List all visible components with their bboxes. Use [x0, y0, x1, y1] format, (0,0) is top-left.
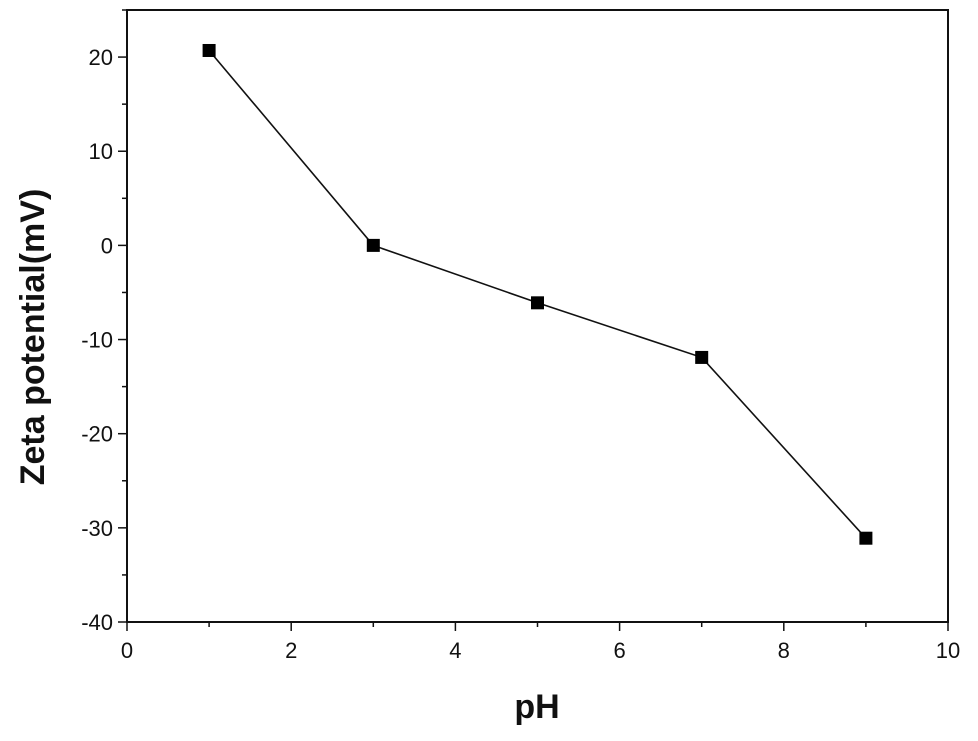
- data-point-marker: [202, 43, 216, 57]
- series-layer: [202, 43, 873, 545]
- y-tick-label: -20: [81, 422, 113, 447]
- axis-ticks: [118, 9, 949, 631]
- y-tick-label: -30: [81, 516, 113, 541]
- x-tick-label: 8: [778, 638, 790, 663]
- y-axis-title: Zeta potential(mV): [14, 189, 52, 486]
- data-point-marker: [366, 238, 380, 252]
- data-point-marker: [531, 296, 544, 310]
- y-tick-label: 10: [89, 139, 113, 164]
- y-tick-label: 0: [101, 233, 113, 258]
- x-axis-title: pH: [514, 688, 559, 726]
- plot-frame: [126, 9, 949, 623]
- x-tick-label: 0: [121, 638, 133, 663]
- x-tick-label: 4: [449, 638, 461, 663]
- x-tick-label: 2: [285, 638, 297, 663]
- series-line: [208, 49, 867, 539]
- x-tick-label: 6: [613, 638, 625, 663]
- x-tick-label: 10: [936, 638, 960, 663]
- data-point-marker: [859, 531, 873, 545]
- data-point-marker: [695, 350, 709, 364]
- tick-labels: 0 2 4 6 8 10 -40 -30 -20 -10 0 10 20: [81, 45, 960, 663]
- y-tick-label: 20: [89, 45, 113, 70]
- y-tick-label: -10: [81, 328, 113, 353]
- y-tick-label: -40: [81, 610, 113, 635]
